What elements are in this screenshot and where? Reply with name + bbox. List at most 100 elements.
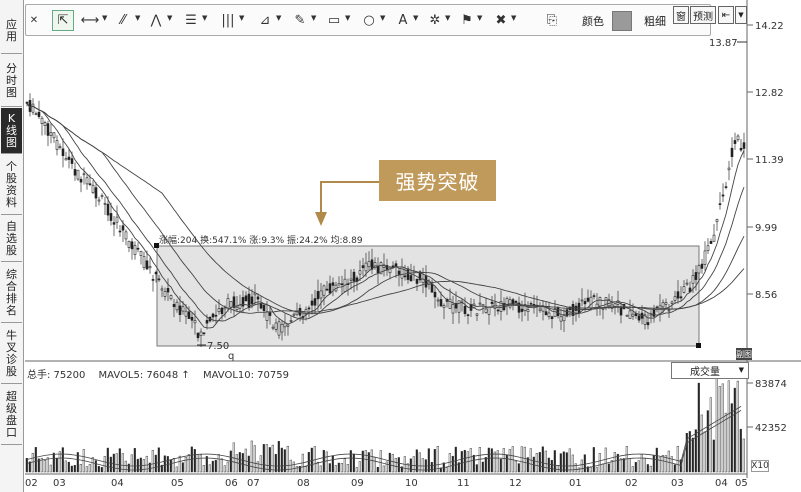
gear-icon[interactable]: ✲	[429, 13, 441, 28]
sidebar-item-apps[interactable]: 应 用	[1, 8, 22, 54]
sidebar-item-kline[interactable]: K 线 图	[1, 108, 22, 154]
subchart-badge[interactable]: 副图	[736, 348, 752, 360]
volume-bar	[628, 458, 631, 473]
sidebar-char: 选	[6, 231, 17, 245]
box-handle-right[interactable]	[696, 343, 701, 348]
volume-bar	[100, 467, 103, 473]
chevron-down-icon[interactable]: ▼	[202, 14, 208, 22]
sidebar-item-watchlist[interactable]: 自 选 股	[1, 216, 22, 262]
volume-bar	[124, 460, 127, 473]
volume-bar	[373, 456, 376, 473]
chevron-down-icon[interactable]: ▼	[311, 14, 317, 22]
flag-icon[interactable]: ⚑	[461, 13, 473, 28]
candle-body	[184, 310, 188, 317]
volume-bar	[742, 438, 745, 473]
candle-body	[163, 291, 167, 297]
callout-arrow	[315, 181, 379, 226]
chevron-down-icon[interactable]: ▼	[380, 14, 386, 22]
chevron-down-icon[interactable]: ▼	[477, 14, 483, 22]
volume-bar	[346, 464, 349, 473]
cycle-tool-button[interactable]: |||	[221, 13, 235, 28]
chevron-down-icon[interactable]: ▼	[135, 14, 141, 22]
volume-header: 总手: 75200 MAVOL5: 76048 ↑ MAVOL10: 70759	[27, 366, 299, 381]
candle-body	[193, 320, 197, 324]
candle-body	[259, 303, 263, 309]
rectangle-tool-button[interactable]: ▭	[327, 13, 341, 28]
volume-axis: 83874 42352	[747, 379, 787, 434]
candle-body	[682, 286, 686, 293]
candle-body	[79, 178, 83, 183]
chevron-down-icon[interactable]: ▼	[511, 14, 517, 22]
thickness-label[interactable]: 粗细	[644, 15, 666, 28]
volume-bar	[601, 463, 604, 473]
volume-bar	[613, 452, 616, 473]
indicator-select[interactable]: 成交量 ▼	[671, 362, 749, 379]
volume-bar	[451, 455, 454, 473]
export-icon[interactable]: ⎘	[546, 13, 558, 28]
volume-unit-badge: X10	[751, 460, 769, 472]
window-button[interactable]: 窗	[673, 6, 689, 24]
fibonacci-tool-button[interactable]: ☰	[185, 13, 197, 28]
sidebar-char: 盘	[6, 413, 17, 427]
candle-body	[430, 283, 434, 293]
box-handle-left[interactable]	[154, 243, 159, 248]
candle-body	[136, 247, 140, 250]
volume-bar	[595, 467, 598, 473]
volume-bar	[427, 448, 430, 473]
forecast-button[interactable]: 预测	[690, 6, 716, 24]
candle-body	[562, 315, 566, 322]
chevron-down-icon[interactable]: ▼	[102, 14, 108, 22]
line-tool-button[interactable]: ⟷	[80, 13, 100, 28]
volume-bar	[730, 403, 733, 473]
sidebar-char: 名	[6, 303, 17, 317]
candle-body	[625, 314, 629, 317]
volume-bar	[127, 463, 130, 473]
candle-body	[466, 314, 470, 317]
sidebar-item-timeshare[interactable]: 分 时 图	[1, 55, 22, 107]
ellipse-tool-button[interactable]: ○	[363, 13, 375, 28]
candle-body	[547, 312, 551, 317]
volume-bar	[646, 464, 649, 473]
chevron-down-icon[interactable]: ▼	[735, 6, 747, 24]
chevron-down-icon[interactable]: ▼	[345, 14, 351, 22]
candle-body	[202, 332, 206, 335]
volume-bar	[421, 458, 424, 473]
volume-bar	[43, 460, 46, 473]
sidebar-item-diagnosis[interactable]: 牛 叉 诊 股	[1, 324, 22, 384]
volume-bar	[85, 466, 88, 473]
candle-body	[718, 203, 722, 205]
volume-bar	[676, 445, 679, 473]
chevron-down-icon[interactable]: ▼	[445, 14, 451, 22]
sidebar-item-level2[interactable]: 超 级 盘 口	[1, 385, 22, 445]
nav-first-button[interactable]: ⇤	[718, 6, 734, 24]
candle-body	[544, 311, 548, 316]
delete-icon[interactable]: ✖	[495, 13, 507, 28]
sidebar-item-ranking[interactable]: 综 合 排 名	[1, 263, 22, 323]
sidebar-char: 排	[6, 291, 17, 305]
chevron-down-icon[interactable]: ▼	[239, 14, 245, 22]
chevron-down-icon[interactable]: ▼	[276, 14, 282, 22]
wave-tool-button[interactable]: ⋀	[150, 13, 162, 28]
volume-bar	[706, 410, 709, 473]
candle-body	[118, 230, 122, 233]
sidebar-item-stock-info[interactable]: 个 股 资 料	[1, 155, 22, 215]
moving-average-lines	[26, 103, 745, 329]
candle-body	[76, 169, 80, 180]
brush-tool-button[interactable]: ✎	[294, 13, 306, 28]
pen-tool-button[interactable]: ⁄⁄	[120, 13, 126, 28]
candle-body	[448, 298, 452, 309]
color-swatch[interactable]	[612, 11, 632, 31]
candle-body	[100, 195, 104, 197]
volume-bar	[361, 450, 364, 473]
sidebar-char: 叉	[6, 340, 17, 354]
gann-tool-button[interactable]: ⊿	[259, 13, 271, 28]
close-icon[interactable]: ✕	[29, 15, 39, 26]
text-tool-button[interactable]: A	[398, 13, 408, 28]
chevron-down-icon[interactable]: ▼	[413, 14, 419, 22]
pointer-tool-button[interactable]: ⇱	[52, 10, 74, 31]
chevron-down-icon[interactable]: ▼	[167, 14, 173, 22]
candle-body	[736, 135, 740, 141]
max-price-marker: 13.87	[709, 38, 738, 49]
volume-bar	[643, 457, 646, 473]
sidebar-char: 线	[6, 123, 17, 137]
